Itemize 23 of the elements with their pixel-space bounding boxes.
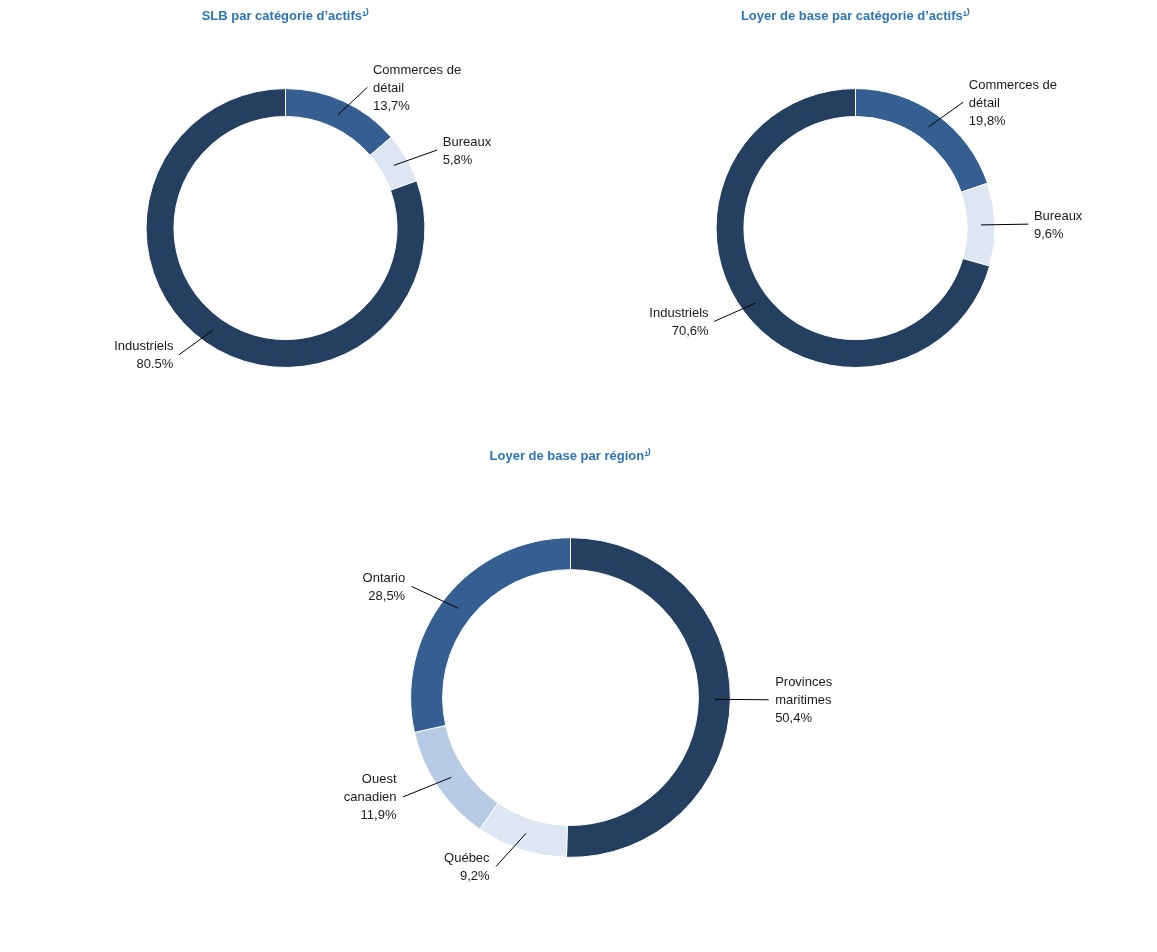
data-label: 80.5% xyxy=(136,356,174,372)
slice-label: Ouest canadien xyxy=(343,771,397,805)
data-label: 13,7% xyxy=(372,97,411,113)
data-label: 28,5% xyxy=(368,587,406,603)
data-label: 11,9% xyxy=(360,807,397,823)
slice-label: Ontario xyxy=(362,569,406,585)
slice-label: Industriels xyxy=(649,304,710,320)
slice-label: Bureaux xyxy=(1033,207,1083,223)
slice-label: Provinces maritimes xyxy=(775,674,833,708)
chart-title: SLB par catégorie d’actifs¹⁾ xyxy=(201,6,370,23)
slice-label: Commerces de détail xyxy=(968,76,1057,110)
slice-label: Bureaux xyxy=(442,133,492,149)
data-label: 70,6% xyxy=(671,322,710,338)
chart-title: Loyer de base par catégorie d’actifs¹⁾ xyxy=(740,6,971,23)
slice-label: Industriels xyxy=(114,338,174,354)
data-label: 9,2% xyxy=(459,868,491,884)
slice-label: Commerces de détail xyxy=(372,61,462,95)
slice-label: Québec xyxy=(444,850,491,866)
data-label: 50,4% xyxy=(775,710,813,726)
data-label: 5,8% xyxy=(442,151,473,167)
data-label: 9,6% xyxy=(1033,225,1065,241)
chart-title: Loyer de base par région¹⁾ xyxy=(489,446,652,463)
data-label: 19,8% xyxy=(968,112,1007,128)
